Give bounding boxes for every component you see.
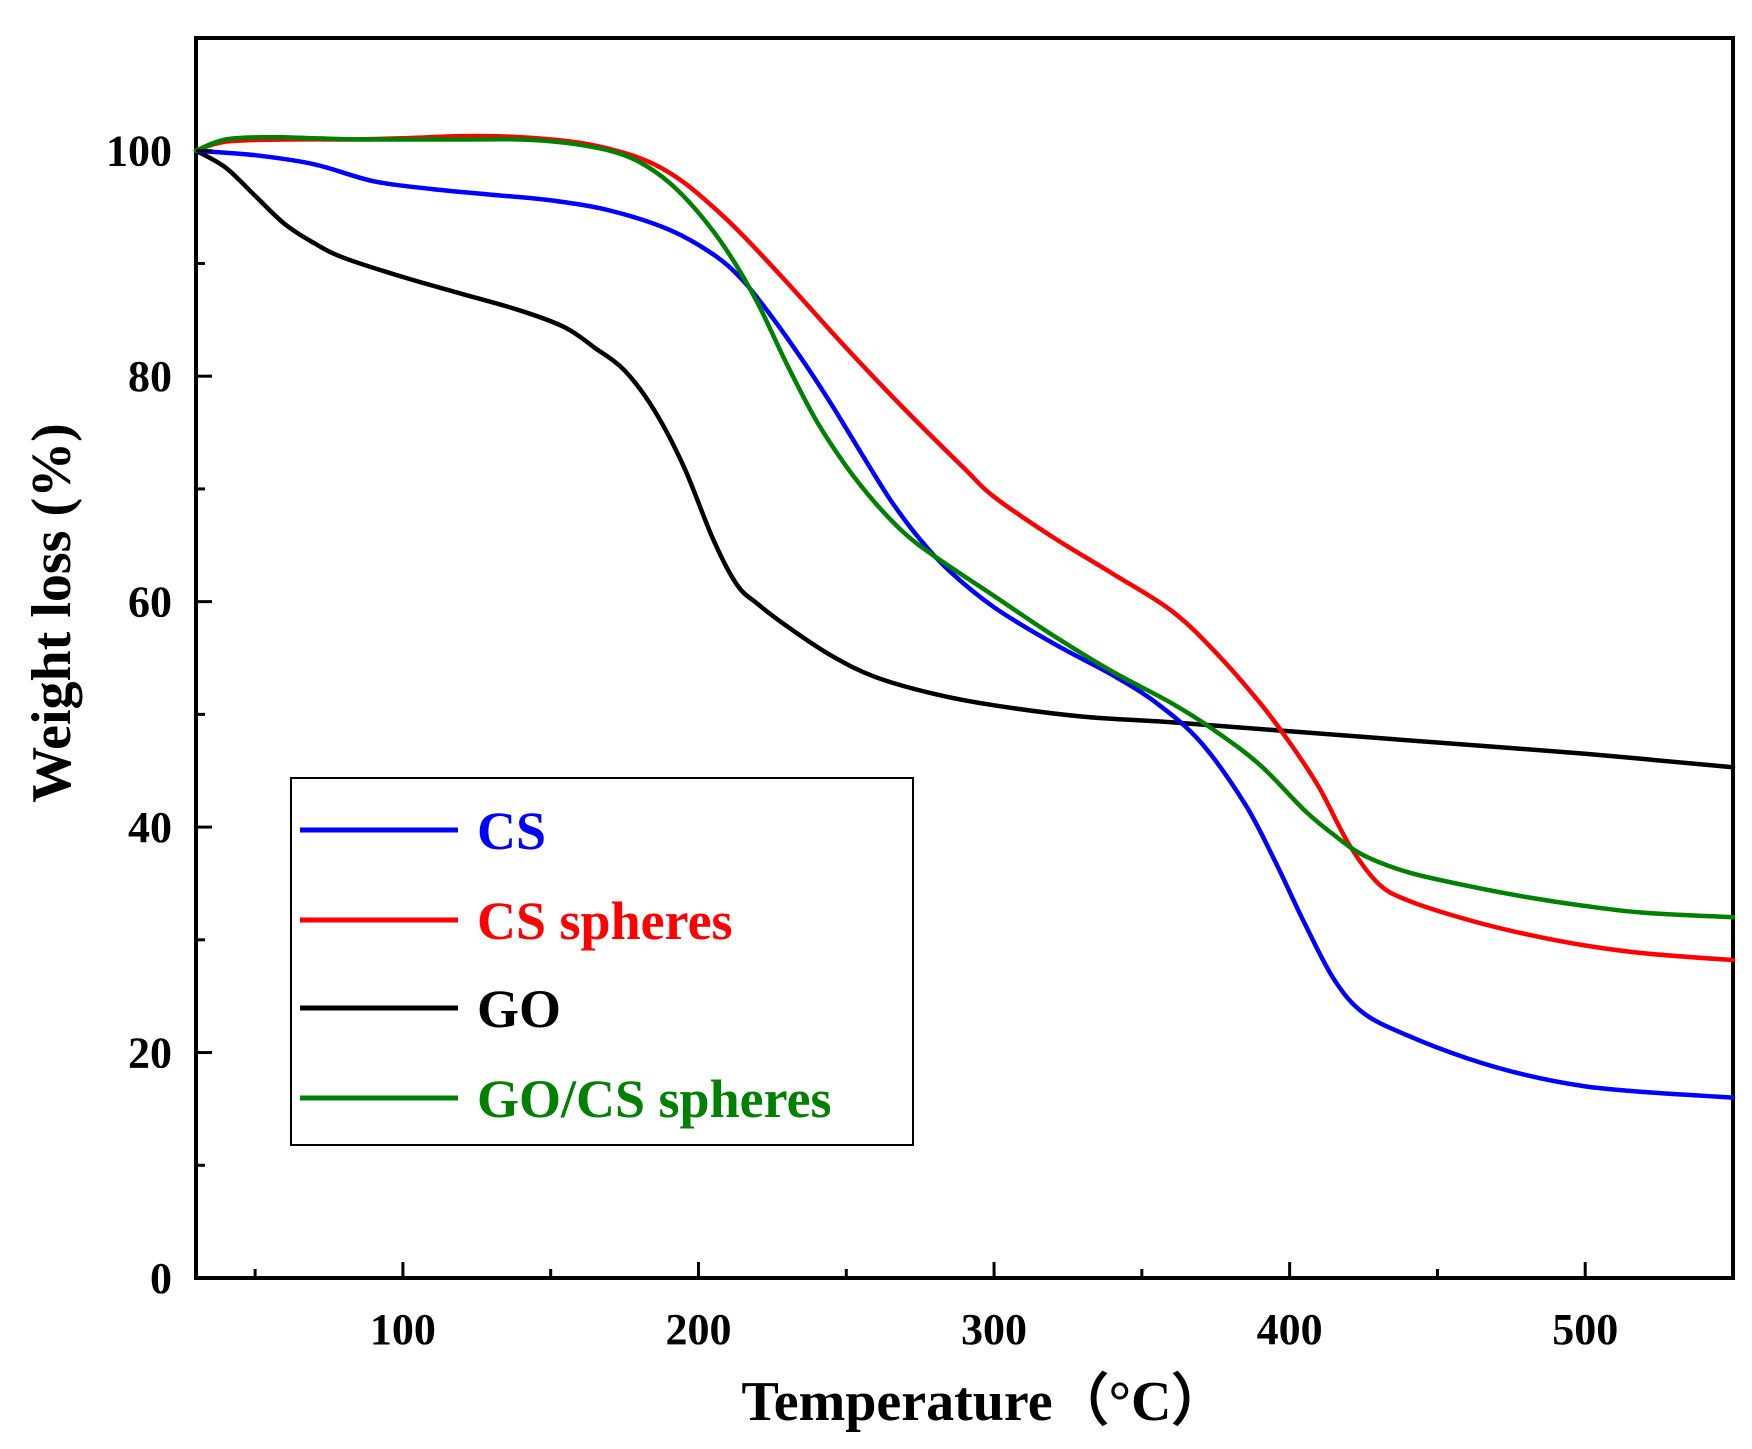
x-axis-title: Temperature（°C） xyxy=(742,1370,1228,1433)
series-line-go xyxy=(193,148,1736,770)
series-line-go-cs-spheres xyxy=(193,134,1736,920)
ticks-layer xyxy=(196,149,1587,1280)
y-tick-label: 20 xyxy=(128,1029,172,1078)
x-tick-label: 100 xyxy=(370,1305,436,1354)
legend-label-go: GO xyxy=(477,979,561,1039)
x-tick-label: 200 xyxy=(665,1305,731,1354)
legend-label-cs: CS xyxy=(477,801,546,861)
y-tick-label: 40 xyxy=(128,803,172,852)
plot-border xyxy=(194,36,1735,1280)
legend-label-go-cs-spheres: GO/CS spheres xyxy=(477,1069,832,1129)
plot-frame xyxy=(194,36,1735,1280)
series-line-cs xyxy=(193,148,1736,1100)
y-tick-label: 80 xyxy=(128,352,172,401)
legend: CS CS spheres GO GO/CS spheres xyxy=(290,777,914,1146)
y-axis-title: Weight loss (%) xyxy=(21,423,83,803)
series-line-cs-spheres xyxy=(193,133,1736,963)
x-tick-label: 500 xyxy=(1552,1305,1618,1354)
legend-box xyxy=(290,777,914,1146)
tick-labels: 100 200 300 400 500 0 20 40 60 80 100 xyxy=(106,127,1618,1354)
x-tick-label: 300 xyxy=(961,1305,1027,1354)
y-tick-label: 60 xyxy=(128,578,172,627)
y-tick-label: 100 xyxy=(106,127,172,176)
legend-label-cs-spheres: CS spheres xyxy=(477,891,733,951)
y-tick-label: 0 xyxy=(150,1254,172,1303)
series-layer xyxy=(193,133,1736,1100)
x-tick-label: 400 xyxy=(1257,1305,1323,1354)
